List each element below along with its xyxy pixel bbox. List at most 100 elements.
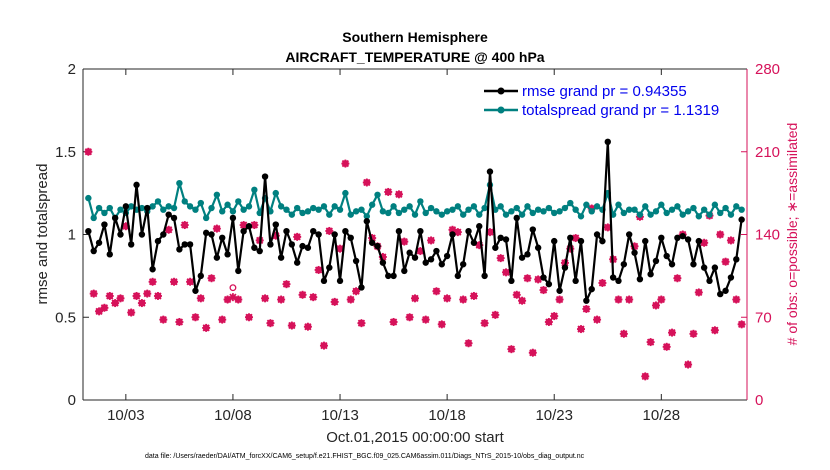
obs-assimilated-marker bbox=[502, 268, 511, 277]
obs-assimilated-marker bbox=[303, 322, 312, 331]
obs-assimilated-marker bbox=[207, 274, 216, 283]
rmse-point bbox=[240, 227, 247, 235]
rmse-point bbox=[170, 214, 178, 222]
rmse-point bbox=[256, 247, 263, 255]
rmse-point bbox=[395, 227, 403, 235]
obs-assimilated-marker bbox=[357, 319, 366, 328]
obs-assimilated-marker bbox=[453, 228, 462, 237]
totalspread-point bbox=[593, 203, 601, 210]
obs-assimilated-marker bbox=[111, 299, 120, 308]
obs-assimilated-marker bbox=[550, 312, 559, 321]
rmse-point bbox=[186, 241, 194, 248]
totalspread-point bbox=[625, 206, 633, 213]
obs-assimilated-marker bbox=[309, 293, 318, 302]
rmse-point bbox=[385, 272, 392, 280]
obs-assimilated-marker bbox=[137, 299, 146, 308]
obs-assimilated-marker bbox=[287, 321, 296, 330]
rmse-point bbox=[674, 234, 681, 242]
totalspread-point bbox=[717, 209, 724, 217]
obs-assimilated-marker bbox=[100, 303, 109, 312]
obs-assimilated-marker bbox=[469, 291, 478, 300]
obs-assimilated-marker bbox=[518, 296, 527, 305]
rmse-point bbox=[106, 251, 113, 258]
rmse-point bbox=[363, 218, 371, 225]
obs-assimilated-marker bbox=[710, 326, 719, 335]
y-right-tick-label: 210 bbox=[755, 144, 780, 161]
totalspread-point bbox=[277, 203, 285, 210]
rmse-point bbox=[299, 242, 306, 250]
rmse-point bbox=[197, 272, 205, 280]
totalspread-point bbox=[663, 209, 670, 217]
totalspread-point bbox=[647, 211, 654, 218]
rmse-point bbox=[117, 231, 124, 238]
rmse-point bbox=[642, 237, 649, 245]
totalspread-point bbox=[459, 211, 467, 218]
obs-assimilated-marker bbox=[512, 290, 521, 299]
totalspread-point bbox=[379, 208, 387, 215]
obs-assimilated-marker bbox=[421, 315, 430, 324]
rmse-point bbox=[625, 231, 633, 238]
x-tick-label: 10/23 bbox=[535, 407, 573, 424]
obs-assimilated-marker bbox=[437, 320, 446, 329]
rmse-point bbox=[192, 287, 199, 294]
obs-assimilated-marker bbox=[116, 294, 125, 303]
rmse-point bbox=[320, 277, 328, 285]
totalspread-point bbox=[342, 189, 349, 197]
totalspread-point bbox=[95, 204, 103, 212]
rmse-point bbox=[331, 231, 338, 238]
totalspread-point bbox=[454, 203, 462, 210]
totalspread-point bbox=[374, 191, 381, 198]
x-tick-label: 10/13 bbox=[321, 407, 359, 424]
totalspread-point bbox=[90, 214, 97, 222]
rmse-point bbox=[181, 241, 188, 248]
x-tick-label: 10/18 bbox=[428, 407, 466, 424]
totalspread-point bbox=[192, 206, 199, 213]
rmse-point bbox=[433, 247, 440, 255]
obs-assimilated-marker bbox=[716, 230, 725, 239]
totalspread-point bbox=[385, 209, 392, 217]
rmse-point bbox=[465, 227, 472, 235]
totalspread-point bbox=[722, 204, 729, 212]
legend-rmse-label: rmse grand pr = 0.94355 bbox=[522, 83, 687, 100]
rmse-point bbox=[358, 284, 365, 291]
totalspread-point bbox=[127, 203, 135, 210]
obs-assimilated-marker bbox=[143, 289, 152, 298]
totalspread-point bbox=[197, 199, 205, 207]
totalspread-point bbox=[636, 211, 644, 218]
totalspread-point bbox=[272, 189, 279, 197]
rmse-point bbox=[224, 251, 231, 258]
totalspread-point bbox=[711, 201, 719, 208]
totalspread-point bbox=[658, 201, 665, 208]
totalspread-point bbox=[154, 198, 162, 205]
obs-assimilated-marker bbox=[464, 339, 473, 348]
obs-assimilated-marker bbox=[400, 237, 409, 246]
obs-assimilated-marker bbox=[282, 280, 291, 289]
rmse-series bbox=[85, 138, 745, 304]
rmse-point bbox=[599, 237, 606, 245]
totalspread-point bbox=[417, 198, 424, 205]
rmse-point bbox=[711, 264, 719, 271]
rmse-point bbox=[502, 236, 510, 243]
obs-assimilated-marker bbox=[598, 278, 607, 287]
obs-assimilated-marker bbox=[528, 348, 537, 357]
obs-assimilated-marker bbox=[593, 315, 602, 324]
obs-assimilated-marker bbox=[641, 372, 650, 381]
obs-assimilated-marker bbox=[261, 294, 270, 303]
obs-assimilated-marker bbox=[212, 224, 221, 233]
obs-assimilated-marker bbox=[218, 315, 227, 324]
totalspread-point bbox=[497, 203, 504, 210]
rmse-point bbox=[401, 267, 408, 275]
y-right-axis-label: # of obs: o=possible; ∗=assimilated bbox=[784, 123, 800, 346]
obs-assimilated-marker bbox=[491, 310, 500, 319]
y-tick-label: 1 bbox=[68, 227, 76, 244]
plot-area bbox=[83, 69, 747, 400]
totalspread-point bbox=[299, 209, 306, 217]
rmse-point bbox=[235, 267, 242, 275]
rmse-point bbox=[556, 287, 563, 294]
obs-assimilated-marker bbox=[384, 187, 393, 196]
obs-possible-marker bbox=[229, 284, 237, 292]
totalspread-point bbox=[358, 206, 365, 213]
totalspread-point bbox=[368, 201, 376, 208]
obs-assimilated-marker bbox=[405, 313, 414, 322]
rmse-point bbox=[133, 181, 140, 189]
